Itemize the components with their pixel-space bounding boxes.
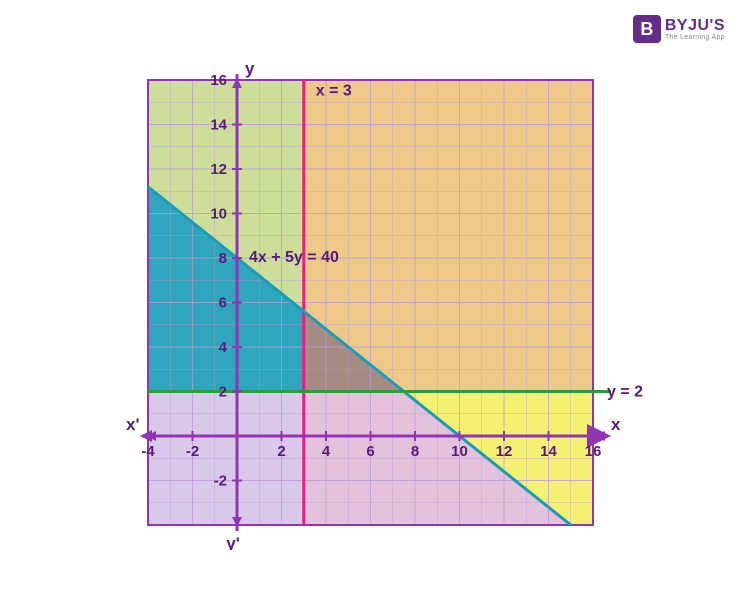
svg-text:x = 3: x = 3 — [316, 83, 352, 100]
svg-text:14: 14 — [540, 443, 557, 460]
svg-text:6: 6 — [366, 443, 374, 460]
svg-text:4: 4 — [322, 443, 331, 460]
svg-text:2: 2 — [219, 384, 227, 401]
svg-text:y': y' — [226, 534, 240, 550]
svg-text:16: 16 — [210, 72, 227, 89]
svg-text:6: 6 — [219, 295, 227, 312]
svg-text:-2: -2 — [214, 473, 227, 490]
svg-text:x': x' — [126, 415, 140, 434]
svg-text:14: 14 — [210, 117, 227, 134]
svg-text:x: x — [611, 415, 621, 434]
svg-text:2: 2 — [277, 443, 285, 460]
svg-text:8: 8 — [219, 250, 227, 267]
logo-text-block: BYJU'S The Learning App — [665, 18, 725, 41]
logo-tagline: The Learning App — [665, 34, 725, 41]
svg-text:4: 4 — [219, 339, 228, 356]
inequality-chart: -4 -2 2 4 6 8 10 12 14 16 -2 2 4 6 8 10 12 14 16 x x' y y' x = … — [118, 60, 648, 550]
svg-text:16: 16 — [585, 443, 602, 460]
svg-text:10: 10 — [451, 443, 468, 460]
svg-text:y: y — [245, 60, 255, 78]
svg-text:-2: -2 — [186, 443, 199, 460]
svg-text:8: 8 — [411, 443, 419, 460]
svg-text:-4: -4 — [141, 443, 155, 460]
svg-text:10: 10 — [210, 206, 227, 223]
svg-text:12: 12 — [496, 443, 513, 460]
svg-text:12: 12 — [210, 161, 227, 178]
svg-text:4x + 5y = 40: 4x + 5y = 40 — [249, 249, 339, 266]
logo-badge: B — [633, 15, 661, 43]
byjus-logo: B BYJU'S The Learning App — [633, 15, 725, 43]
logo-brand: BYJU'S — [665, 18, 725, 34]
svg-text:y = 2: y = 2 — [607, 384, 643, 401]
